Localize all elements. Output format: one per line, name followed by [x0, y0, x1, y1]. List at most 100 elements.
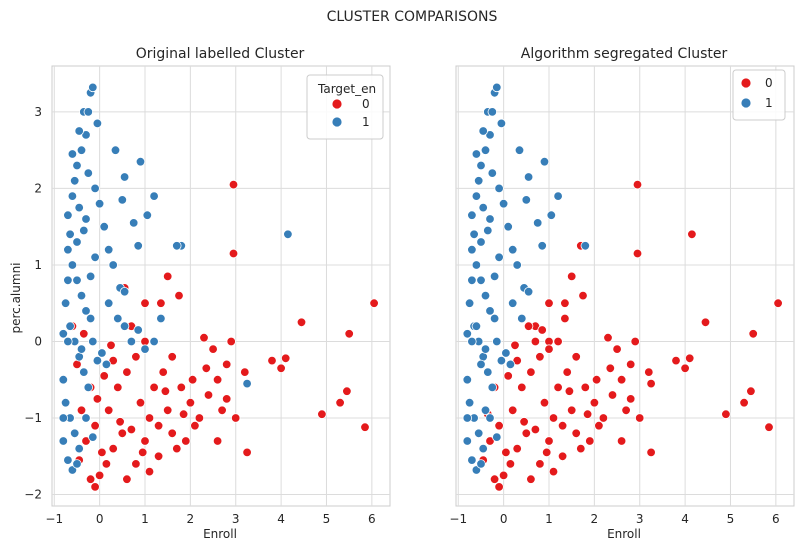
right-point-series-1	[508, 244, 518, 255]
left-point-series-1	[63, 244, 73, 255]
left-point-series-0	[203, 390, 214, 400]
left-point-series-0	[113, 382, 123, 393]
left-point-series-0	[360, 422, 370, 432]
left-point-series-1	[63, 336, 73, 347]
left-x-tick-label: 2	[187, 512, 195, 526]
left-point-series-1	[74, 126, 84, 136]
right-point-series-1	[485, 413, 495, 423]
left-y-tick-label: 0	[34, 334, 42, 348]
right-point-series-0	[685, 353, 695, 364]
right-point-series-1	[514, 145, 525, 155]
right-point-series-0	[644, 367, 654, 377]
left-point-series-0	[335, 398, 345, 408]
right-point-series-1	[489, 313, 500, 324]
right-point-series-0	[721, 409, 731, 419]
right-point-series-0	[519, 417, 529, 427]
left-point-series-1	[67, 260, 78, 270]
right-point-series-1	[523, 172, 534, 182]
right-point-series-1	[471, 191, 482, 201]
left-legend-label-0: 0	[362, 97, 370, 111]
left-point-series-0	[296, 317, 307, 328]
right-point-series-1	[494, 252, 504, 262]
right-point-series-0	[526, 367, 536, 377]
right-point-series-0	[535, 459, 545, 469]
left-point-series-0	[167, 428, 177, 439]
left-point-series-1	[74, 443, 84, 454]
right-point-series-0	[557, 421, 568, 431]
left-point-series-1	[74, 202, 84, 213]
left-x-tick-label: 1	[141, 512, 149, 526]
right-point-series-0	[553, 336, 563, 347]
right-point-series-0	[589, 398, 600, 408]
right-point-series-1	[462, 375, 473, 385]
left-axes: Original labelled Cluster Enroll perc.al…	[9, 46, 391, 541]
left-point-series-1	[65, 229, 75, 240]
left-point-series-1	[69, 428, 80, 439]
right-point-series-1	[523, 287, 534, 297]
left-legend: Target_en 0 1	[306, 74, 384, 140]
right-point-series-0	[508, 405, 518, 416]
right-point-series-0	[700, 317, 711, 328]
left-point-series-0	[92, 394, 103, 404]
left-point-series-1	[76, 145, 87, 155]
left-point-series-1	[149, 191, 159, 201]
right-point-series-0	[535, 352, 545, 362]
left-point-series-1	[88, 336, 98, 347]
right-x-tick-label: 3	[636, 512, 644, 526]
right-legend-marker-0	[740, 77, 752, 89]
right-point-series-0	[612, 344, 622, 354]
left-point-series-0	[178, 409, 189, 419]
left-point-series-0	[106, 340, 116, 351]
left-point-series-1	[142, 210, 153, 220]
right-point-series-0	[498, 470, 509, 481]
right-point-series-1	[478, 443, 488, 454]
right-x-tick-label: 0	[500, 512, 508, 526]
left-y-tick-label: 1	[34, 258, 42, 272]
left-point-series-1	[58, 329, 69, 339]
right-point-series-1	[487, 382, 498, 393]
left-point-series-1	[85, 313, 96, 324]
left-point-series-1	[126, 336, 137, 347]
left-y-tick-label: −1	[24, 411, 42, 425]
right-point-series-0	[564, 386, 575, 396]
left-point-series-1	[67, 191, 78, 201]
left-point-series-0	[342, 386, 352, 396]
left-point-series-0	[230, 413, 241, 423]
left-point-series-1	[81, 306, 91, 316]
left-point-series-0	[140, 298, 150, 308]
left-point-series-1	[242, 378, 252, 389]
right-legend: 0 1	[732, 69, 786, 121]
left-point-series-0	[190, 421, 200, 431]
left-point-series-1	[133, 325, 143, 335]
right-point-series-0	[544, 344, 554, 354]
left-x-axis-label: Enroll	[203, 527, 237, 541]
left-point-series-1	[92, 355, 103, 366]
right-point-series-1	[467, 244, 477, 255]
right-legend-label-1: 1	[765, 96, 773, 110]
left-point-series-1	[149, 336, 159, 347]
right-legend-marker-1	[740, 97, 752, 109]
left-point-series-0	[167, 352, 177, 362]
left-point-series-0	[162, 271, 173, 282]
left-point-series-0	[176, 382, 187, 393]
right-point-series-1	[537, 241, 547, 251]
right-point-series-1	[487, 168, 498, 178]
left-point-series-0	[103, 405, 114, 416]
left-point-series-0	[97, 447, 107, 458]
right-point-series-1	[467, 455, 477, 465]
left-x-tick-label: 0	[96, 512, 104, 526]
left-point-series-1	[83, 107, 94, 117]
left-point-series-0	[228, 179, 239, 190]
left-point-series-1	[119, 287, 130, 297]
right-point-series-0	[544, 436, 554, 446]
right-point-series-1	[485, 214, 495, 224]
left-point-series-1	[101, 359, 112, 370]
left-point-series-1	[72, 459, 82, 469]
right-axes-frame	[455, 65, 795, 507]
right-point-series-0	[632, 248, 643, 259]
right-point-series-1	[505, 359, 516, 370]
left-y-tick-label: 3	[34, 105, 42, 119]
left-point-series-0	[281, 353, 291, 364]
left-point-series-1	[119, 321, 130, 331]
right-point-series-1	[503, 221, 513, 232]
